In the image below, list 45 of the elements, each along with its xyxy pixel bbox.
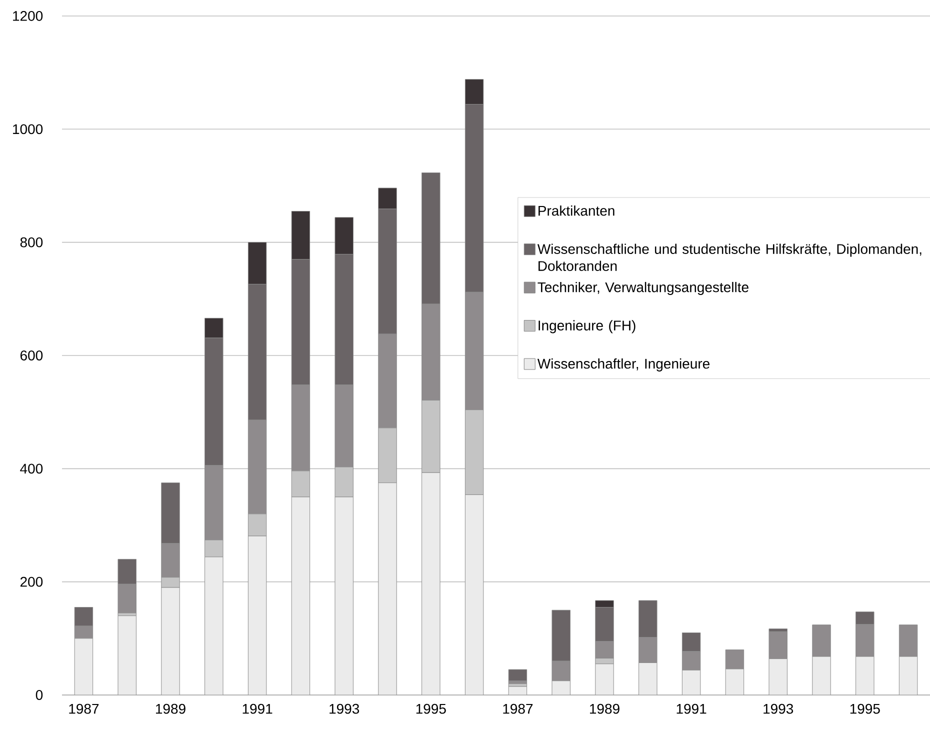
legend-label: Techniker, Verwaltungsangestellte <box>538 282 748 295</box>
bar <box>682 670 700 695</box>
bar <box>726 668 744 695</box>
bar <box>74 638 93 695</box>
bar <box>812 656 831 695</box>
legend-label: Ingenieure (FH) <box>538 320 636 334</box>
bar <box>638 662 658 695</box>
bar <box>898 656 918 695</box>
bar <box>292 496 310 695</box>
legend-label: Praktikanten <box>538 205 614 216</box>
x-tick-label: 1989 <box>590 704 620 714</box>
y-tick-label: 1200 <box>13 11 43 21</box>
x-tick-label: 1993 <box>330 704 360 714</box>
x-tick-label: 1991 <box>242 704 272 714</box>
bar <box>422 472 440 695</box>
x-tick-label: 1989 <box>156 704 186 714</box>
bar <box>161 587 180 695</box>
bar <box>118 616 136 695</box>
bar <box>465 494 484 695</box>
legend-label: Wissenschaftliche und studentische Hilfskräfte, Diplomanden, Doktoranden <box>537 244 922 271</box>
x-tick-label: 1987 <box>503 704 533 714</box>
y-tick-label: 0 <box>36 690 43 700</box>
bar <box>378 482 397 695</box>
y-tick-label: 400 <box>20 464 43 474</box>
bar <box>768 631 788 660</box>
bar <box>248 536 266 695</box>
y-tick-label: 600 <box>20 350 43 360</box>
x-tick-label: 1995 <box>416 704 446 714</box>
bar <box>508 669 528 682</box>
x-tick-label: 1995 <box>850 704 880 714</box>
bar <box>204 556 224 695</box>
bar <box>552 680 570 695</box>
x-tick-label: 1987 <box>69 704 99 714</box>
bar <box>768 658 788 695</box>
bar <box>856 656 874 695</box>
x-tick-label: 1993 <box>764 704 794 714</box>
y-tick-label: 1000 <box>13 124 43 134</box>
bar <box>725 649 744 670</box>
legend-label: Wissenschaftler, Ingenieure <box>537 358 710 372</box>
bar <box>334 496 354 695</box>
y-tick-label: 800 <box>20 237 43 248</box>
x-tick-label: 1991 <box>676 704 706 714</box>
bar <box>812 624 831 657</box>
bar <box>595 664 614 695</box>
y-tick-label: 200 <box>20 576 43 587</box>
